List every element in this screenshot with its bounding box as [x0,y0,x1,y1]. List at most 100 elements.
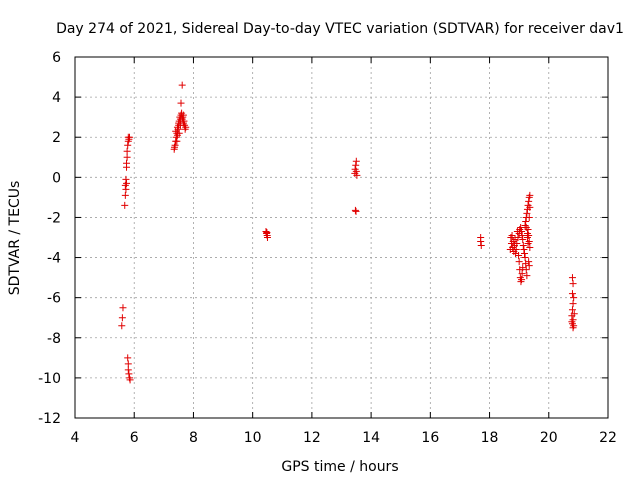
data-point [178,81,186,89]
y-tick-label: -4 [47,251,61,267]
y-tick-label: -8 [47,331,61,347]
data-point [518,227,526,235]
data-point [123,159,131,167]
data-point [522,266,530,274]
data-point [353,171,361,179]
data-point [520,246,528,254]
data-point [568,274,576,282]
data-point [523,229,531,237]
data-point [477,238,485,246]
x-tick-label: 16 [421,430,439,446]
data-point [173,137,181,145]
data-point [526,203,534,211]
data-point [352,207,360,215]
data-point [123,179,131,187]
data-point [513,240,521,248]
data-point [569,324,577,332]
data-point [118,322,126,330]
data-point [518,270,526,278]
data-point [512,246,520,254]
data-point [177,99,185,107]
data-point [121,191,129,199]
data-point [521,254,529,262]
data-point [570,310,578,318]
data-point [568,290,576,298]
data-point [123,147,131,155]
data-point [352,167,360,175]
data-point [515,258,523,266]
data-point [122,175,130,183]
x-tick-label: 12 [303,430,321,446]
data-point [121,201,129,209]
data-point [520,250,528,258]
x-axis-label: GPS time / hours [281,459,398,475]
data-point [526,244,534,252]
plot-frame [74,56,609,419]
x-tick-label: 6 [130,430,139,446]
data-point [514,234,522,241]
data-point [519,242,527,250]
data-point [124,366,132,374]
data-point [518,276,526,284]
x-tick-label: 18 [481,430,499,446]
data-point [568,306,576,314]
data-point [123,153,131,161]
data-point [518,231,526,239]
y-tick-label: 2 [52,130,61,146]
data-point [351,206,359,214]
x-tick-label: 20 [540,430,558,446]
data-point [519,236,527,244]
data-point [352,157,360,165]
data-points [118,81,578,384]
data-point [352,161,360,169]
data-point [524,240,532,248]
data-point [118,314,126,322]
data-point [523,272,531,280]
x-tick-label: 8 [189,430,198,446]
data-point [525,213,533,221]
y-tick-label: -10 [38,371,61,387]
y-axis-label: SDTVAR / TECUs [7,181,23,296]
x-tick-label: 22 [599,430,617,446]
data-point [569,280,577,288]
y-tick-label: -12 [38,411,61,427]
data-point [519,264,527,272]
data-point [526,191,534,199]
data-point [179,111,187,119]
data-point [124,360,132,368]
x-tick-label: 10 [244,430,262,446]
data-point [119,304,127,312]
data-point [263,228,271,236]
x-tick-labels: 4 6 8 10 12 14 16 18 20 22 [71,430,617,446]
y-tick-label: 0 [52,170,61,186]
data-point [125,370,133,378]
data-point [122,185,130,193]
data-point [525,197,533,205]
data-point [525,258,533,266]
data-point [182,123,190,131]
data-point [180,117,188,125]
data-point [175,129,183,137]
data-point [176,121,184,129]
data-point [263,234,271,241]
data-point [124,141,132,149]
y-tick-label: 6 [52,50,61,66]
x-tick-label: 14 [362,430,380,446]
data-point [570,294,578,302]
data-point [523,209,531,217]
x-tick-label: 4 [71,430,80,446]
data-point [522,217,530,225]
data-point [477,242,485,250]
data-point [569,300,577,308]
data-point [124,354,132,362]
data-point [170,143,178,151]
data-point [508,231,516,239]
y-tick-label: -6 [47,291,61,307]
y-tick-labels: -12 -10 -8 -6 -4 -2 0 2 4 6 [38,50,61,427]
chart-title: Day 274 of 2021, Sidereal Day-to-day VTE… [56,21,624,37]
grid-lines [75,57,608,418]
y-tick-label: -2 [47,210,61,226]
data-point [568,318,576,326]
data-point [125,133,133,141]
